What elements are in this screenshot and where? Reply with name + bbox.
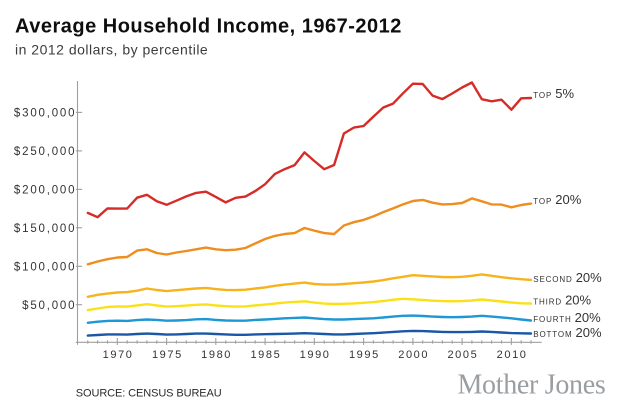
svg-text:1985: 1985 <box>250 349 281 361</box>
svg-text:Average Household Income, 1967: Average Household Income, 1967-2012 <box>15 16 402 38</box>
svg-text:THIRD 20%: THIRD 20% <box>533 293 591 308</box>
svg-text:2000: 2000 <box>398 349 429 361</box>
svg-text:SECOND 20%: SECOND 20% <box>533 270 602 285</box>
svg-text:2010: 2010 <box>497 349 528 361</box>
svg-text:1995: 1995 <box>349 349 380 361</box>
svg-text:1970: 1970 <box>103 349 134 361</box>
svg-text:$100,000: $100,000 <box>14 262 76 274</box>
svg-text:$150,000: $150,000 <box>14 223 76 235</box>
svg-text:1990: 1990 <box>300 349 331 361</box>
svg-text:$250,000: $250,000 <box>14 146 76 158</box>
svg-text:1980: 1980 <box>201 349 232 361</box>
svg-text:$300,000: $300,000 <box>14 108 76 120</box>
svg-text:TOP 20%: TOP 20% <box>533 192 581 207</box>
svg-text:Mother Jones: Mother Jones <box>457 370 605 401</box>
svg-text:SOURCE: CENSUS BUREAU: SOURCE: CENSUS BUREAU <box>76 388 222 400</box>
svg-text:$200,000: $200,000 <box>14 185 76 197</box>
svg-text:TOP 5%: TOP 5% <box>533 86 574 101</box>
svg-text:FOURTH 20%: FOURTH 20% <box>533 310 601 325</box>
svg-text:1975: 1975 <box>152 349 183 361</box>
svg-text:2005: 2005 <box>447 349 478 361</box>
svg-text:$50,000: $50,000 <box>22 300 76 312</box>
svg-text:in 2012 dollars, by percentile: in 2012 dollars, by percentile <box>15 42 208 58</box>
svg-text:BOTTOM 20%: BOTTOM 20% <box>533 325 602 340</box>
